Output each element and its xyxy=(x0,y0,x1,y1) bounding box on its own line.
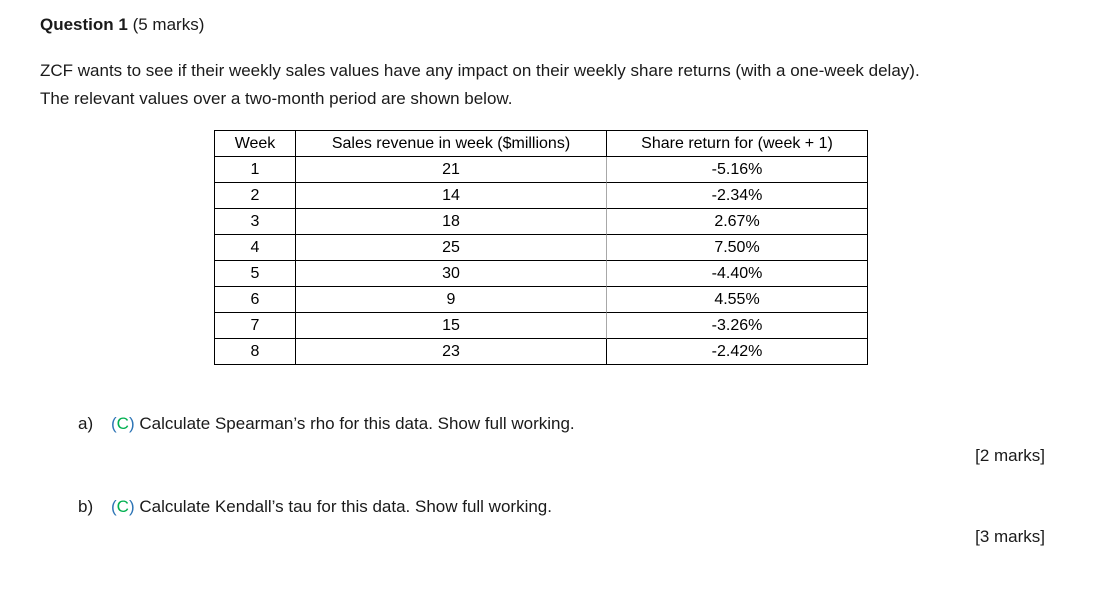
question-item-a: a) (C) Calculate Spearman’s rho for this … xyxy=(78,414,575,434)
criterion-letter: C xyxy=(116,414,129,433)
share-cell: 2.67% xyxy=(607,209,868,235)
intro-paragraph: ZCF wants to see if their weekly sales v… xyxy=(40,57,920,113)
question-b-label: b) xyxy=(78,497,94,516)
table-row: 7 15 -3.26% xyxy=(215,313,868,339)
week-cell: 5 xyxy=(215,261,296,287)
table-row: 4 25 7.50% xyxy=(215,235,868,261)
question-number: Question 1 xyxy=(40,15,128,34)
share-column-header: Share return for (week + 1) xyxy=(607,131,868,157)
question-b-body: Calculate Kendall’s tau for this data. S… xyxy=(134,497,552,516)
table-row: 1 21 -5.16% xyxy=(215,157,868,183)
question-a-text: (C) Calculate Spearman’s rho for this da… xyxy=(111,414,575,434)
sales-cell: 18 xyxy=(296,209,607,235)
week-cell: 6 xyxy=(215,287,296,313)
sales-cell: 21 xyxy=(296,157,607,183)
share-cell: 4.55% xyxy=(607,287,868,313)
table-row: 8 23 -2.42% xyxy=(215,339,868,365)
question-b-text: (C) Calculate Kendall’s tau for this dat… xyxy=(111,497,552,517)
sales-cell: 9 xyxy=(296,287,607,313)
sales-cell: 23 xyxy=(296,339,607,365)
week-cell: 7 xyxy=(215,313,296,339)
question-item-b: b) (C) Calculate Kendall’s tau for this d… xyxy=(78,497,552,517)
share-cell: -4.40% xyxy=(607,261,868,287)
table-row: 3 18 2.67% xyxy=(215,209,868,235)
question-a-body: Calculate Spearman’s rho for this data. … xyxy=(134,414,575,433)
intro-line-2: The relevant values over a two-month per… xyxy=(40,89,513,108)
intro-line-1: ZCF wants to see if their weekly sales v… xyxy=(40,61,920,80)
table-header-row: Week Sales revenue in week ($millions) S… xyxy=(215,131,868,157)
question-total-marks: (5 marks) xyxy=(127,15,205,34)
share-cell: -3.26% xyxy=(607,313,868,339)
question-b-marks: [3 marks] xyxy=(975,527,1045,546)
table-row: 6 9 4.55% xyxy=(215,287,868,313)
question-a-marks: [2 marks] xyxy=(975,446,1045,465)
sales-cell: 25 xyxy=(296,235,607,261)
criterion-paren-close: ) xyxy=(128,497,135,516)
share-cell: -2.34% xyxy=(607,183,868,209)
table-row: 5 30 -4.40% xyxy=(215,261,868,287)
question-a-label: a) xyxy=(78,414,94,433)
week-cell: 3 xyxy=(215,209,296,235)
sales-cell: 14 xyxy=(296,183,607,209)
criterion-paren-open: ( xyxy=(111,414,117,433)
week-cell: 8 xyxy=(215,339,296,365)
criterion-paren-close: ) xyxy=(128,414,135,433)
week-cell: 2 xyxy=(215,183,296,209)
data-table: Week Sales revenue in week ($millions) S… xyxy=(214,130,868,365)
share-cell: -2.42% xyxy=(607,339,868,365)
share-cell: -5.16% xyxy=(607,157,868,183)
share-cell: 7.50% xyxy=(607,235,868,261)
week-column-header: Week xyxy=(215,131,296,157)
week-cell: 1 xyxy=(215,157,296,183)
page-title: Question 1 (5 marks) xyxy=(40,15,204,35)
table-row: 2 14 -2.34% xyxy=(215,183,868,209)
week-cell: 4 xyxy=(215,235,296,261)
sales-cell: 30 xyxy=(296,261,607,287)
sales-column-header: Sales revenue in week ($millions) xyxy=(296,131,607,157)
sales-cell: 15 xyxy=(296,313,607,339)
criterion-letter: C xyxy=(116,497,129,516)
criterion-paren-open: ( xyxy=(111,497,117,516)
